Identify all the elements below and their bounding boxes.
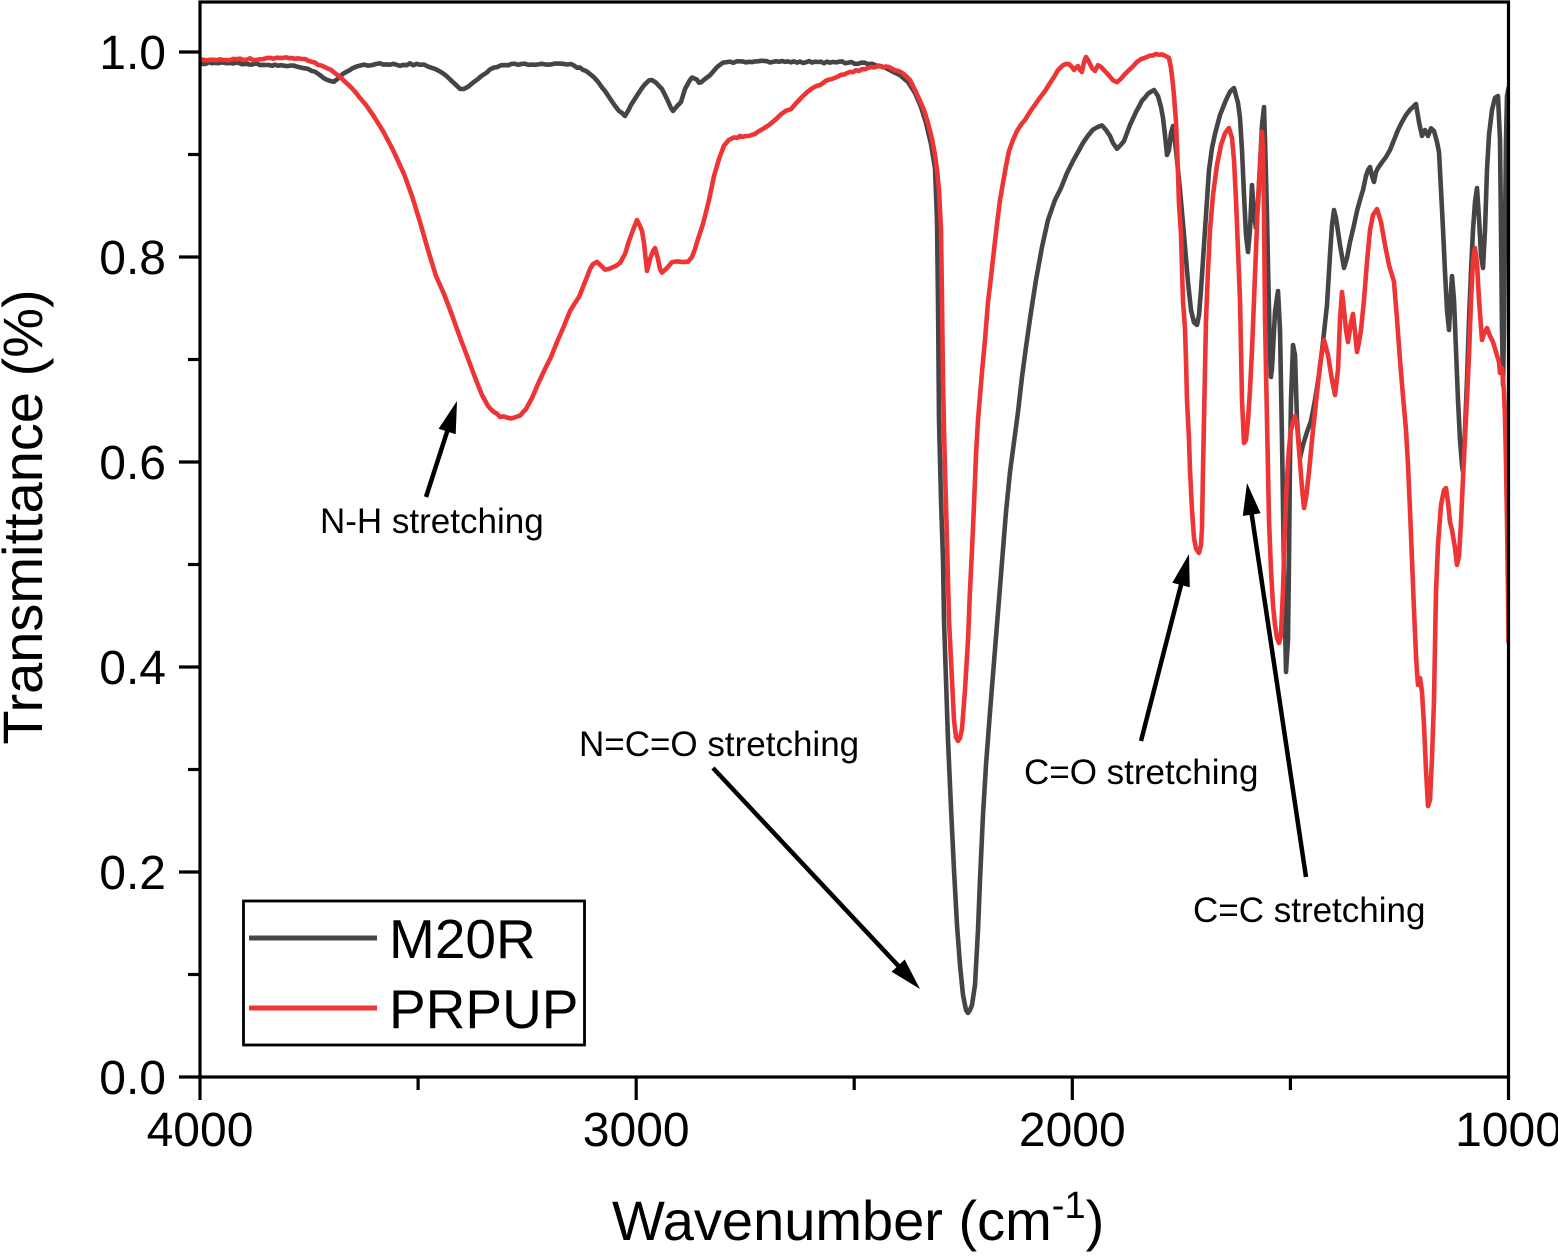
svg-text:Transmittance (%): Transmittance (%) — [0, 289, 54, 744]
svg-text:N-H stretching: N-H stretching — [320, 502, 544, 541]
svg-text:0.8: 0.8 — [99, 232, 166, 285]
svg-text:1000: 1000 — [1455, 1104, 1558, 1157]
svg-text:PRPUP: PRPUP — [389, 978, 579, 1040]
svg-text:0.4: 0.4 — [99, 642, 166, 695]
svg-text:2000: 2000 — [1019, 1104, 1126, 1157]
svg-text:0.6: 0.6 — [99, 437, 166, 490]
svg-text:1.0: 1.0 — [99, 27, 166, 80]
svg-text:C=O stretching: C=O stretching — [1024, 753, 1258, 792]
svg-text:Wavenumber (cm-1): Wavenumber (cm-1) — [612, 1185, 1104, 1252]
svg-text:0.2: 0.2 — [99, 847, 166, 900]
svg-text:0.0: 0.0 — [99, 1052, 166, 1105]
svg-text:N=C=O stretching: N=C=O stretching — [579, 725, 859, 764]
svg-text:4000: 4000 — [147, 1104, 254, 1157]
svg-text:M20R: M20R — [389, 908, 536, 970]
svg-text:3000: 3000 — [583, 1104, 690, 1157]
svg-text:C=C stretching: C=C stretching — [1193, 891, 1425, 930]
